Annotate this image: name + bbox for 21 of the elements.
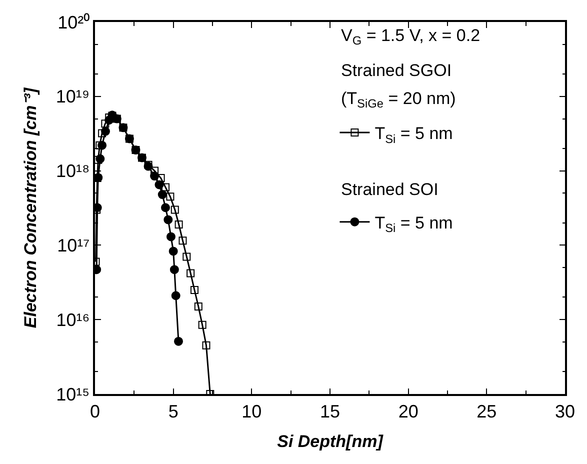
y-tick-label: 10¹⁵ bbox=[56, 384, 90, 404]
x-tick-label: 20 bbox=[398, 401, 418, 422]
x-tick-label: 10 bbox=[242, 401, 262, 422]
x-tick-label: 15 bbox=[320, 401, 340, 422]
y-tick-label: 10¹⁸ bbox=[56, 161, 90, 182]
y-tick-label: 10¹⁷ bbox=[57, 236, 90, 256]
x-tick-label: 25 bbox=[476, 401, 497, 422]
y-tick-label: 10¹⁹ bbox=[56, 86, 90, 107]
annotation: (T$_{SiGe}$ = 20 nm) bbox=[341, 89, 456, 111]
x-tick-label: 30 bbox=[554, 401, 576, 422]
annotation: Strained SGOI bbox=[341, 61, 452, 80]
x-tick-label: 5 bbox=[168, 401, 178, 422]
legend-label: T$_{Si}$ = 5 nm bbox=[374, 213, 453, 236]
annotation: Strained SOI bbox=[341, 180, 438, 199]
y-tick-label: 10²⁰ bbox=[58, 12, 90, 32]
x-tick-label: 0 bbox=[90, 401, 100, 422]
legend-label: T$_{Si}$ = 5 nm bbox=[374, 124, 453, 146]
y-axis-title: Electron Concentration [cm⁻³] bbox=[20, 86, 40, 328]
annotation: V$_{G}$ = 1.5 V, x = 0.2 bbox=[341, 26, 480, 48]
y-tick-label: 10¹⁶ bbox=[56, 310, 90, 330]
x-axis-title: Si Depth[nm] bbox=[277, 432, 384, 452]
